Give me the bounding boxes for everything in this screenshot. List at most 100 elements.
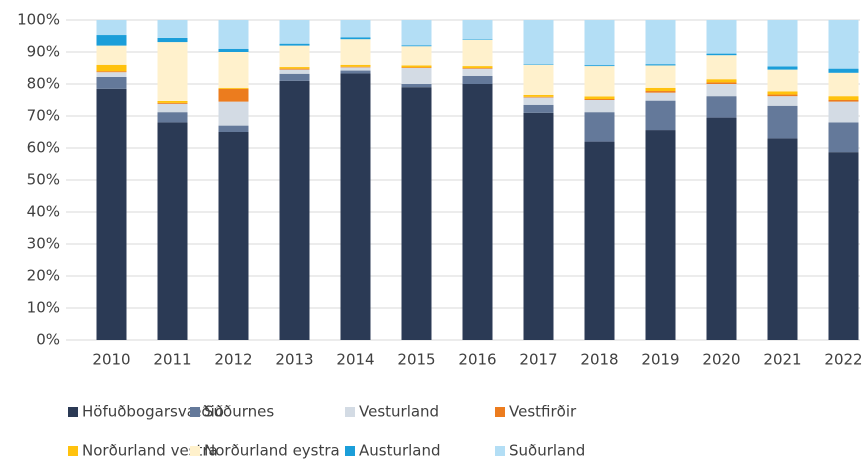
y-tick-label: 90% — [27, 43, 60, 61]
bar-segment — [462, 39, 493, 67]
bar-segment — [828, 68, 859, 73]
bar-segment — [767, 20, 798, 67]
bar-segment — [157, 112, 188, 123]
bar-segment — [96, 45, 127, 65]
bar-segment — [706, 79, 737, 83]
bar-segment — [279, 20, 310, 44]
bar-segment — [340, 39, 371, 65]
bar-segment — [218, 87, 249, 89]
bar-segment — [401, 84, 432, 88]
bar-segment — [218, 20, 249, 49]
bar-segment — [96, 20, 127, 36]
bar-segment — [645, 20, 676, 65]
bar-segment — [279, 45, 310, 68]
y-tick-label: 60% — [27, 139, 60, 157]
bar-segment — [706, 55, 737, 80]
y-tick-label: 40% — [27, 203, 60, 221]
y-tick-label: 10% — [27, 299, 60, 317]
legend-label: Suðurland — [509, 442, 585, 460]
bar-segment — [96, 71, 127, 73]
bar-segment — [462, 20, 493, 40]
bar-segment — [157, 102, 188, 104]
bar-segment — [462, 68, 493, 69]
legend-label: Vestfirðir — [509, 403, 577, 421]
bar-segment — [706, 96, 737, 118]
y-tick-label: 80% — [27, 75, 60, 93]
x-tick-label: 2016 — [458, 351, 496, 369]
bar-segment — [340, 64, 371, 67]
bar-segment — [96, 76, 127, 89]
bar-segment — [523, 64, 554, 95]
bar-segment — [157, 37, 188, 43]
bar-segment — [279, 68, 310, 70]
bar-segment — [767, 69, 798, 92]
bar-segment — [279, 69, 310, 74]
bar-segment — [401, 68, 432, 84]
x-tick-label: 2011 — [153, 351, 191, 369]
bar-segment — [157, 42, 188, 101]
bar-segment — [645, 65, 676, 88]
bar-segment — [828, 96, 859, 100]
bar-segment — [340, 20, 371, 38]
bar-segment — [340, 67, 371, 71]
bar-segment — [584, 141, 615, 340]
bar-segment — [584, 99, 615, 100]
bar-segment — [645, 100, 676, 131]
legend-swatch — [190, 446, 200, 456]
bar-segment — [462, 84, 493, 340]
bar-segment — [340, 70, 371, 74]
bar-segment — [218, 88, 249, 102]
bar-segment — [767, 105, 798, 139]
bar-segment — [96, 88, 127, 340]
bar-segment — [279, 73, 310, 81]
x-tick-label: 2018 — [580, 351, 618, 369]
bar-segment — [462, 76, 493, 84]
bar-segment — [523, 104, 554, 113]
bar-segment — [279, 67, 310, 69]
bar-segment — [462, 68, 493, 76]
bar-segment — [96, 64, 127, 72]
bar-segment — [706, 20, 737, 54]
bar-segment — [645, 92, 676, 101]
bar-segment — [218, 52, 249, 88]
bar-segment — [157, 100, 188, 103]
y-tick-label: 30% — [27, 235, 60, 253]
bar-segment — [584, 20, 615, 66]
bar-segment — [462, 66, 493, 68]
bar-segment — [401, 46, 432, 66]
bar-segment — [645, 64, 676, 66]
bar-segment — [706, 117, 737, 340]
legend-swatch — [345, 407, 355, 417]
bar-segment — [828, 152, 859, 340]
bar-segment — [157, 122, 188, 341]
bar-segment — [401, 87, 432, 340]
bar-segment — [157, 103, 188, 113]
bar-segment — [706, 84, 737, 97]
legend-swatch — [68, 407, 78, 417]
bar-segment — [584, 66, 615, 97]
bar-segment — [767, 91, 798, 95]
legend-swatch — [68, 446, 78, 456]
bar-segment — [523, 20, 554, 65]
bar-segment — [523, 96, 554, 98]
bar-segment — [645, 87, 676, 92]
bar-segment — [828, 20, 859, 69]
bar-segment — [401, 65, 432, 68]
bar-segment — [96, 35, 127, 46]
bar-segment — [218, 48, 249, 52]
bar-segment — [96, 72, 127, 77]
bar-segment — [584, 65, 615, 67]
x-tick-label: 2020 — [702, 351, 740, 369]
bar-segment — [828, 101, 859, 123]
legend-label: Austurland — [359, 442, 441, 460]
bar-segment — [706, 53, 737, 56]
bar-segment — [523, 112, 554, 340]
x-tick-label: 2013 — [275, 351, 313, 369]
bar-segment — [767, 94, 798, 97]
legend-label: Norðurland eystra — [204, 442, 340, 460]
bar-segment — [340, 37, 371, 40]
legend-swatch — [495, 407, 505, 417]
bar-segment — [584, 96, 615, 100]
legend-swatch — [345, 446, 355, 456]
